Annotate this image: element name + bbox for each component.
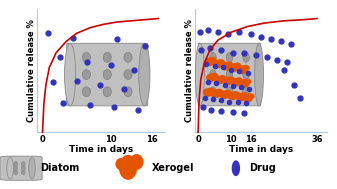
Ellipse shape	[223, 90, 232, 96]
Ellipse shape	[226, 70, 233, 79]
Ellipse shape	[209, 57, 217, 63]
Ellipse shape	[227, 92, 238, 100]
Text: Drug: Drug	[249, 163, 276, 173]
Ellipse shape	[222, 77, 233, 85]
X-axis label: Time in days: Time in days	[69, 146, 133, 154]
Ellipse shape	[195, 43, 204, 106]
Ellipse shape	[13, 170, 18, 175]
FancyBboxPatch shape	[67, 43, 148, 106]
Ellipse shape	[210, 70, 216, 79]
Ellipse shape	[242, 94, 253, 102]
Ellipse shape	[221, 62, 232, 71]
Ellipse shape	[211, 89, 222, 98]
Ellipse shape	[231, 78, 241, 87]
Ellipse shape	[21, 162, 25, 166]
Ellipse shape	[210, 73, 218, 79]
Ellipse shape	[29, 157, 35, 179]
Ellipse shape	[218, 75, 227, 81]
Ellipse shape	[240, 92, 248, 98]
Ellipse shape	[225, 61, 233, 67]
Y-axis label: Cumulative release %: Cumulative release %	[27, 19, 36, 122]
Ellipse shape	[13, 166, 18, 171]
Y-axis label: Cumulative release %: Cumulative release %	[185, 19, 194, 122]
Ellipse shape	[103, 87, 111, 97]
Ellipse shape	[255, 43, 264, 106]
Ellipse shape	[124, 87, 132, 97]
Ellipse shape	[204, 57, 215, 66]
Ellipse shape	[21, 170, 25, 175]
Ellipse shape	[103, 70, 111, 79]
Ellipse shape	[207, 88, 215, 94]
Ellipse shape	[21, 166, 25, 171]
Ellipse shape	[13, 162, 18, 166]
Ellipse shape	[210, 52, 216, 62]
Ellipse shape	[215, 89, 223, 95]
Ellipse shape	[103, 52, 111, 62]
Text: Diatom: Diatom	[40, 163, 80, 173]
Ellipse shape	[226, 52, 233, 62]
Ellipse shape	[242, 65, 250, 71]
Ellipse shape	[235, 77, 243, 84]
Ellipse shape	[243, 78, 251, 85]
Ellipse shape	[124, 70, 132, 79]
Ellipse shape	[229, 63, 240, 72]
Ellipse shape	[243, 87, 249, 97]
Ellipse shape	[64, 43, 76, 106]
Ellipse shape	[119, 155, 137, 180]
Ellipse shape	[232, 91, 240, 97]
Ellipse shape	[206, 73, 217, 82]
Ellipse shape	[82, 87, 91, 97]
Ellipse shape	[232, 160, 240, 176]
Ellipse shape	[82, 52, 91, 62]
Ellipse shape	[237, 65, 248, 74]
Text: Xerogel: Xerogel	[152, 163, 194, 173]
Ellipse shape	[217, 59, 225, 65]
Ellipse shape	[227, 76, 235, 82]
Ellipse shape	[226, 87, 233, 97]
Ellipse shape	[139, 43, 150, 106]
Ellipse shape	[239, 79, 250, 88]
Ellipse shape	[214, 76, 225, 84]
Ellipse shape	[7, 157, 13, 179]
Ellipse shape	[219, 91, 230, 99]
Ellipse shape	[246, 93, 255, 99]
Ellipse shape	[210, 87, 216, 97]
Ellipse shape	[213, 60, 223, 68]
Ellipse shape	[233, 63, 242, 69]
Ellipse shape	[243, 70, 249, 79]
FancyBboxPatch shape	[0, 156, 42, 180]
Ellipse shape	[124, 52, 132, 62]
Ellipse shape	[203, 88, 213, 97]
X-axis label: Time in days: Time in days	[229, 146, 293, 154]
Ellipse shape	[82, 70, 91, 79]
Ellipse shape	[243, 52, 249, 62]
Ellipse shape	[115, 158, 127, 170]
FancyBboxPatch shape	[198, 43, 261, 106]
Ellipse shape	[236, 93, 246, 101]
Ellipse shape	[129, 154, 144, 170]
